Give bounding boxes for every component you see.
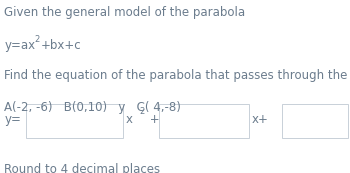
Text: x: x <box>125 113 132 126</box>
Text: y=: y= <box>4 113 21 126</box>
FancyBboxPatch shape <box>26 104 122 138</box>
Text: A(-2, -6)   B(0,10)   y   C( 4,-8): A(-2, -6) B(0,10) y C( 4,-8) <box>4 101 181 114</box>
Text: +bx+c: +bx+c <box>41 39 81 52</box>
Text: 2: 2 <box>34 35 40 44</box>
Text: Given the general model of the parabola: Given the general model of the parabola <box>4 6 245 19</box>
Text: 2: 2 <box>139 107 145 116</box>
Text: x+: x+ <box>251 113 268 126</box>
Text: y=ax: y=ax <box>4 39 35 52</box>
Text: Find the equation of the parabola that passes through the points: Find the equation of the parabola that p… <box>4 69 350 82</box>
Text: +: + <box>146 113 160 126</box>
FancyBboxPatch shape <box>159 104 248 138</box>
Text: Round to 4 decimal places: Round to 4 decimal places <box>4 163 160 173</box>
FancyBboxPatch shape <box>282 104 348 138</box>
